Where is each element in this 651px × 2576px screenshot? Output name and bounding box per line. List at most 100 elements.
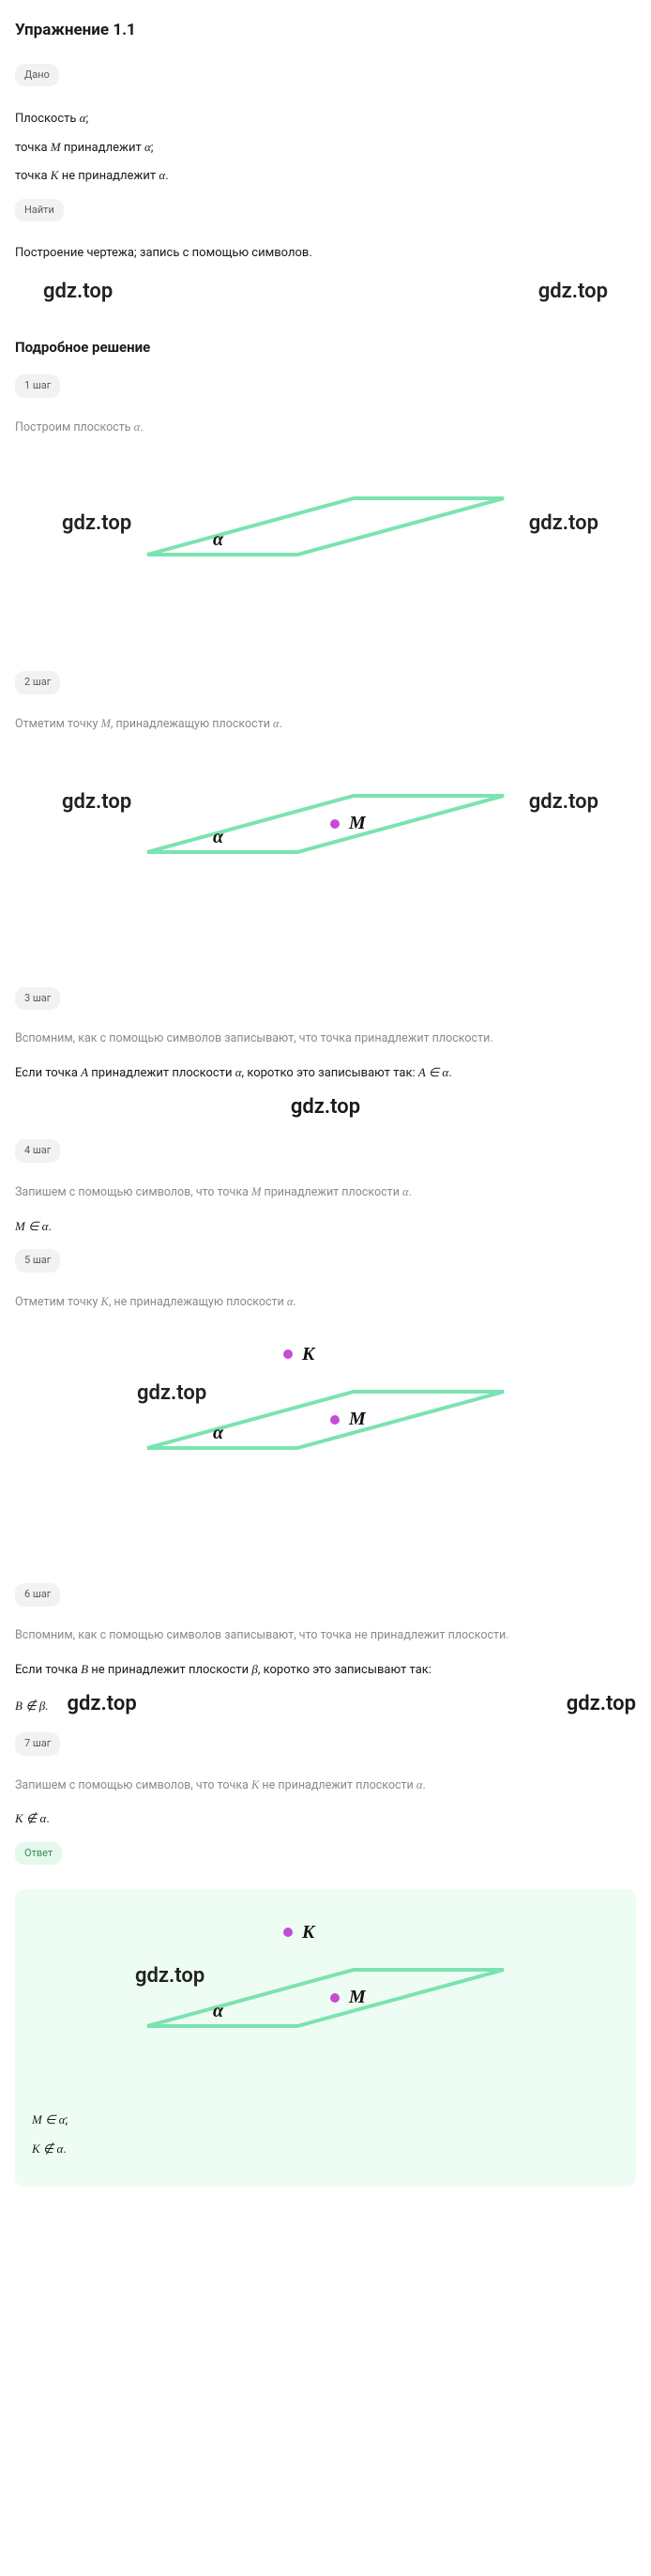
label-alpha: α — [213, 827, 224, 847]
var-a: A — [81, 1065, 88, 1079]
plane-shape — [147, 1392, 504, 1448]
step3-rule: Если точка A принадлежит плоскости α, ко… — [15, 1063, 636, 1083]
step7-text: Запишем с помощью символов, что точка K … — [15, 1776, 636, 1795]
var-alpha: α — [144, 140, 151, 154]
text: точка — [15, 169, 51, 183]
text: Построим плоскость — [15, 420, 134, 434]
math-expr: K ∉ α — [15, 1811, 46, 1825]
text: Отметим точку — [15, 1295, 101, 1309]
watermark-text: gdz.top — [538, 276, 608, 307]
step7-expr: K ∉ α. — [15, 1809, 636, 1829]
text: не принадлежит — [58, 169, 159, 183]
text: Запишем с помощью символов, что точка — [15, 1185, 251, 1199]
label-alpha: α — [213, 1423, 224, 1443]
text: не принадлежит плоскости — [259, 1778, 416, 1792]
plane-shape — [147, 1970, 504, 2026]
math-expr: B ∉ β. — [15, 1697, 49, 1715]
label-k: K — [301, 1344, 316, 1364]
var-k: K — [101, 1295, 109, 1308]
text: ; — [151, 141, 154, 155]
badge-step4: 4 шаг — [15, 1139, 60, 1163]
diagram-answer: gdz.top K α M — [32, 1913, 619, 2101]
badge-find: Найти — [15, 199, 64, 222]
text: , не принадлежащую плоскости — [109, 1295, 287, 1309]
watermark-center: gdz.top — [15, 1091, 636, 1122]
math-expr: M ∈ α — [15, 1219, 48, 1233]
text: принадлежит плоскости — [261, 1185, 402, 1199]
answer-block: gdz.top K α M M ∈ α; K ∉ α. — [15, 1889, 636, 2187]
answer-line-1: M ∈ α; — [32, 2111, 619, 2130]
text: , принадлежащую плоскости — [111, 717, 273, 731]
watermark-row: gdz.top gdz.top — [15, 272, 636, 311]
step6-text: Вспомним, как с помощью символов записыв… — [15, 1627, 636, 1645]
badge-answer: Ответ — [15, 1842, 62, 1866]
math-expr: K ∉ α — [32, 2142, 63, 2156]
badge-step7: 7 шаг — [15, 1732, 60, 1756]
find-text: Построение чертежа; запись с помощью сим… — [15, 244, 636, 263]
point-m — [330, 819, 340, 829]
math-expr: M ∈ α — [32, 2112, 65, 2126]
watermark-text: gdz.top — [68, 1688, 548, 1719]
text: . — [422, 1778, 425, 1792]
answer-line-2: K ∉ α. — [32, 2140, 619, 2159]
badge-step1: 1 шаг — [15, 374, 60, 398]
point-m — [330, 1415, 340, 1425]
diagram-plane-m: gdz.top gdz.top α M — [15, 749, 636, 955]
text: ; — [85, 112, 88, 126]
text: , коротко это записывают так: — [258, 1663, 431, 1677]
text: точка — [15, 141, 51, 155]
text: Если точка — [15, 1066, 81, 1080]
step5-text: Отметим точку K, не принадлежащую плоско… — [15, 1293, 636, 1312]
var-b: B — [81, 1662, 88, 1676]
step3-text: Вспомним, как с помощью символов записыв… — [15, 1030, 636, 1048]
label-m: M — [348, 813, 367, 833]
label-k: K — [301, 1922, 316, 1943]
label-alpha: α — [213, 2001, 224, 2021]
watermark-text: gdz.top — [43, 276, 113, 307]
step4-text: Запишем с помощью символов, что точка M … — [15, 1183, 636, 1202]
plane-mk-svg: K α M — [91, 1326, 560, 1514]
text: . — [280, 717, 282, 731]
text: Плоскость — [15, 112, 80, 126]
text: не принадлежит плоскости — [88, 1663, 251, 1677]
badge-given: Дано — [15, 64, 59, 87]
text: принадлежит — [61, 141, 144, 155]
diagram-plane-only: gdz.top gdz.top α — [15, 451, 636, 639]
text: Запишем с помощью символов, что точка — [15, 1778, 251, 1792]
badge-step2: 2 шаг — [15, 671, 60, 694]
watermark-text: gdz.top — [567, 1688, 636, 1719]
label-m: M — [348, 1987, 367, 2007]
heading-solution: Подробное решение — [15, 337, 636, 358]
text: принадлежит плоскости — [88, 1066, 235, 1080]
math-expr: A ∈ α — [418, 1065, 448, 1079]
given-line-2: точка M принадлежит α; — [15, 138, 636, 158]
step6-rule: Если точка B не принадлежит плоскости β,… — [15, 1660, 636, 1680]
given-line-1: Плоскость α; — [15, 109, 636, 129]
badge-step5: 5 шаг — [15, 1249, 60, 1273]
plane-m-svg: α M — [91, 749, 560, 899]
exercise-title: Упражнение 1.1 — [15, 19, 636, 43]
text: . — [63, 2142, 66, 2157]
plane-shape — [147, 796, 504, 852]
plane-shape — [147, 498, 504, 555]
diagram-plane-m-k: gdz.top K α M — [15, 1326, 636, 1551]
point-m — [330, 1993, 340, 2003]
var-m: M — [51, 140, 61, 154]
label-alpha: α — [213, 529, 224, 550]
text: . — [165, 169, 168, 183]
text: . — [448, 1066, 451, 1080]
step1-text: Построим плоскость α. — [15, 419, 636, 437]
var-m: M — [251, 1185, 261, 1198]
badge-step3: 3 шаг — [15, 987, 60, 1011]
step6-expr-row: B ∉ β. gdz.top gdz.top — [15, 1688, 636, 1719]
badge-step6: 6 шаг — [15, 1583, 60, 1607]
text: . — [409, 1185, 412, 1199]
label-m: M — [348, 1409, 367, 1429]
text: ; — [65, 2113, 68, 2127]
given-line-3: точка K не принадлежит α. — [15, 166, 636, 186]
text: . — [48, 1220, 51, 1234]
step4-expr: M ∈ α. — [15, 1217, 636, 1237]
text: , коротко это записывают так: — [242, 1066, 418, 1080]
point-k — [283, 1928, 293, 1937]
text: Если точка — [15, 1663, 81, 1677]
